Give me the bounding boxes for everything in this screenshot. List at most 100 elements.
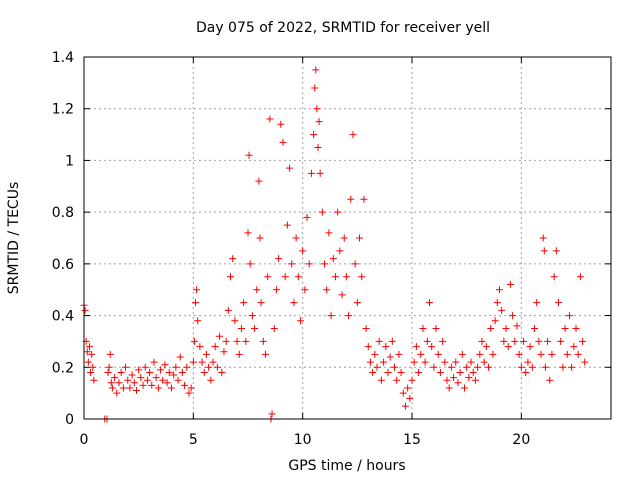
data-point: [555, 299, 563, 307]
data-point: [502, 325, 510, 332]
data-point: [85, 343, 93, 351]
data-point: [568, 363, 576, 371]
data-point: [375, 337, 383, 345]
data-point: [218, 368, 226, 376]
x-tick-label: 0: [80, 432, 89, 448]
data-point: [417, 350, 425, 358]
data-point: [321, 260, 329, 268]
data-point: [395, 350, 403, 358]
data-point: [517, 363, 525, 371]
data-point: [253, 286, 261, 294]
data-point: [463, 363, 471, 371]
data-point: [154, 384, 162, 392]
y-axis-label: SRMTID / TECUs: [6, 182, 22, 295]
data-point: [178, 368, 186, 376]
data-point: [570, 343, 578, 351]
data-point: [124, 376, 132, 384]
data-point: [347, 195, 355, 203]
data-point: [128, 371, 136, 379]
data-point: [193, 286, 201, 294]
data-point: [135, 366, 143, 374]
x-tick-label: 20: [512, 432, 530, 448]
data-point: [301, 286, 309, 294]
data-point: [251, 325, 259, 332]
data-point: [161, 361, 169, 369]
data-point: [313, 105, 321, 113]
data-point: [533, 299, 541, 307]
data-point: [115, 379, 123, 387]
data-point: [539, 234, 547, 242]
data-point: [362, 325, 370, 332]
data-point: [364, 343, 372, 351]
data-point: [404, 384, 412, 392]
data-point: [146, 368, 154, 376]
data-point: [524, 358, 532, 366]
data-point: [294, 273, 302, 281]
x-tick-label: 5: [189, 432, 198, 448]
data-points: [80, 66, 589, 423]
data-point: [336, 247, 344, 255]
data-point: [415, 368, 423, 376]
data-point: [270, 325, 278, 332]
data-point: [443, 376, 451, 384]
data-point: [157, 366, 165, 374]
data-point: [288, 260, 296, 268]
data-point: [141, 363, 149, 371]
data-point: [163, 379, 171, 387]
data-point: [487, 325, 495, 332]
plot-frame: [83, 56, 612, 420]
data-point: [231, 317, 239, 325]
y-tick-label: 0: [65, 412, 74, 428]
data-point: [122, 363, 130, 371]
data-point: [397, 368, 405, 376]
data-point: [104, 368, 112, 376]
data-point: [399, 389, 407, 397]
data-point: [345, 312, 353, 320]
data-point: [143, 376, 151, 384]
data-point: [498, 306, 506, 314]
data-point: [292, 234, 300, 242]
data-point: [174, 376, 182, 384]
data-point: [373, 363, 381, 371]
data-point: [259, 337, 267, 345]
data-point: [513, 322, 521, 330]
data-point: [450, 374, 458, 382]
data-point: [393, 376, 401, 384]
data-point: [342, 273, 350, 281]
data-point: [181, 381, 189, 389]
data-point: [334, 208, 342, 216]
data-point: [111, 374, 119, 382]
y-tick-label: 1.2: [52, 102, 74, 118]
data-point: [305, 260, 313, 268]
data-point: [478, 337, 486, 345]
data-point: [130, 379, 138, 387]
data-point: [386, 353, 394, 361]
data-point: [286, 164, 294, 172]
data-point: [552, 247, 560, 255]
data-point: [458, 350, 466, 358]
data-point: [81, 306, 89, 314]
data-point: [329, 255, 337, 263]
data-point: [563, 350, 571, 358]
y-tick-label: 1.4: [52, 50, 74, 66]
data-point: [213, 363, 221, 371]
data-point: [460, 384, 468, 392]
data-point: [495, 286, 503, 294]
data-point: [572, 325, 580, 332]
y-tick-label: 0.6: [52, 257, 74, 273]
data-point: [90, 376, 98, 384]
data-point: [277, 120, 285, 128]
data-point: [89, 363, 97, 371]
data-point: [266, 115, 274, 123]
data-point: [388, 337, 396, 345]
data-point: [237, 325, 245, 332]
data-point: [256, 234, 264, 242]
data-point: [107, 379, 115, 387]
data-point: [574, 350, 582, 358]
y-tick-label: 1: [65, 153, 74, 169]
data-point: [349, 131, 357, 139]
data-point: [167, 384, 175, 392]
data-point: [290, 299, 298, 307]
data-point: [391, 363, 399, 371]
data-point: [485, 363, 493, 371]
